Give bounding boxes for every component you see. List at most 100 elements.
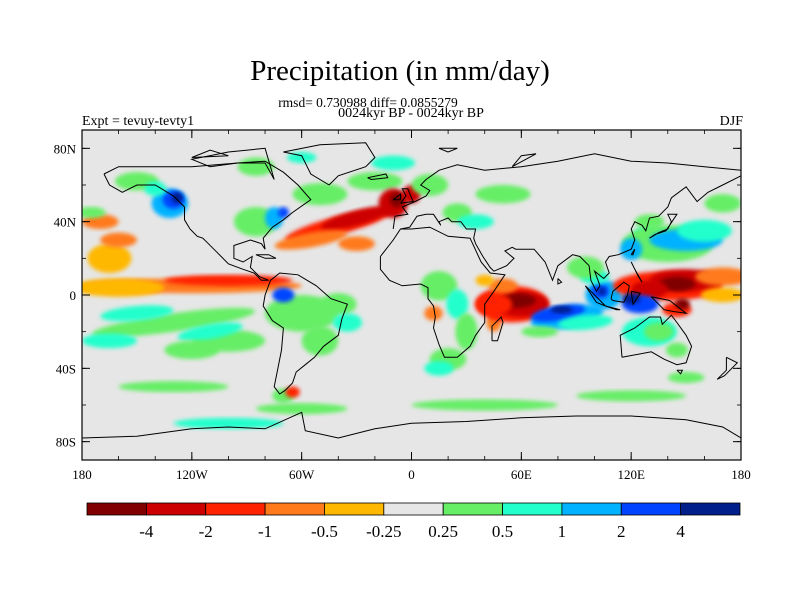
anomaly-blob [567, 256, 604, 279]
y-tick-label: 0 [70, 288, 77, 303]
anomaly-blob [424, 361, 454, 376]
colorbar-label: 2 [617, 522, 626, 541]
anomaly-blob [338, 236, 375, 252]
anomaly-blob [287, 152, 317, 163]
coastline [716, 356, 739, 380]
anomaly-blob [285, 386, 300, 398]
period-text: 0024kyr BP - 0024kyr BP [338, 106, 484, 121]
anomaly-blob [658, 276, 696, 292]
x-tick-label: 60E [511, 467, 532, 482]
colorbar-swatch [502, 502, 563, 516]
anomaly-blob [255, 403, 348, 415]
anomaly-blob [576, 390, 687, 402]
coastline [619, 314, 693, 366]
anomaly-blob [321, 206, 392, 230]
anomaly-blob [700, 287, 741, 303]
anomaly-blob [521, 326, 558, 338]
coastline [283, 142, 376, 186]
anomaly-blob [665, 342, 688, 358]
x-tick-label: 180 [72, 467, 92, 482]
anomaly-blob [488, 278, 518, 294]
anomaly-blob [274, 230, 347, 250]
colorbar-swatch [561, 502, 622, 516]
coastline [491, 316, 504, 342]
stats-text: rmsd= 0.730988 diff= 0.0855279 [278, 95, 458, 110]
anomaly-blob [164, 274, 293, 286]
colorbar-swatch [145, 502, 207, 516]
colorbar-label: -1 [258, 522, 272, 541]
colorbar-label: 0.5 [492, 522, 513, 541]
y-tick-label: 80S [56, 435, 76, 450]
colorbar-swatch [620, 502, 682, 516]
colorbar-label: -0.5 [311, 522, 338, 541]
anomaly-blob [87, 243, 132, 273]
anomaly-blob [177, 322, 243, 341]
coastline [367, 173, 389, 181]
x-tick-label: 0 [408, 467, 415, 482]
anomaly-blob [695, 267, 741, 286]
coastline [400, 175, 741, 293]
colorbar-swatch [324, 502, 385, 516]
anomaly-fields [82, 152, 741, 429]
chart-title: Precipitation (in mm/day) [250, 55, 550, 87]
anomaly-blob [100, 232, 137, 248]
season-label: DJF [719, 114, 743, 129]
anomaly-blob [704, 194, 741, 213]
colorbar-swatch [680, 502, 741, 516]
anomaly-blob [332, 313, 363, 332]
anomaly-blob [144, 181, 167, 197]
anomaly-blob [455, 313, 478, 350]
anomaly-blob [558, 314, 613, 331]
x-tick-label: 120E [617, 467, 645, 482]
coastline [605, 305, 621, 311]
anomaly-blob [272, 287, 295, 303]
coastline [103, 160, 312, 281]
anomaly-blob [277, 207, 289, 218]
anomaly-blob [411, 174, 449, 196]
colorbar-swatch [383, 502, 444, 516]
anomaly-blob [100, 305, 174, 322]
colorbar-swatch [86, 502, 147, 516]
y-axis-ticks: 80N 40N 0 40S 80S [54, 141, 741, 450]
anomaly-blob [676, 219, 732, 242]
anomaly-blob [420, 271, 458, 301]
anomaly-blob [598, 287, 606, 296]
anomaly-blob [667, 372, 705, 383]
coastline [392, 153, 741, 230]
coastlines [82, 142, 741, 439]
anomaly-blob [475, 274, 494, 286]
anomaly-blob [82, 278, 165, 297]
y-tick-label: 40N [54, 215, 77, 230]
anomaly-blob [173, 417, 284, 429]
x-tick-label: 180 [731, 467, 751, 482]
colorbar-label: 4 [676, 522, 685, 541]
anomaly-blob [292, 183, 348, 206]
anomaly-blob [457, 214, 494, 230]
colorbar-label: -0.25 [366, 522, 401, 541]
anomaly-blob [347, 172, 403, 191]
x-tick-label: 120W [176, 467, 209, 482]
coastline [392, 193, 401, 201]
anomaly-blob [411, 399, 558, 411]
anomaly-blob [634, 214, 665, 230]
anomaly-blob [424, 306, 443, 321]
coastline [676, 369, 684, 375]
x-tick-label: 60W [289, 467, 315, 482]
colorbar: -4 -2 -1 -0.5 -0.25 0.25 0.5 1 2 4 [86, 502, 741, 541]
anomaly-blob [164, 340, 220, 360]
coastline [82, 411, 741, 439]
anomaly-blob [118, 381, 229, 393]
coastline [511, 153, 537, 168]
anomaly-blob [550, 306, 573, 314]
anomaly-blob [675, 298, 690, 310]
y-tick-label: 80N [54, 141, 77, 156]
anomaly-blob [301, 326, 339, 356]
coastline [649, 213, 678, 239]
anomaly-blob [631, 280, 668, 299]
coastline [438, 147, 458, 153]
anomaly-blob [643, 322, 674, 341]
anomaly-blob [91, 307, 256, 338]
anomaly-blob [371, 155, 416, 171]
anomaly-blob [82, 207, 106, 218]
